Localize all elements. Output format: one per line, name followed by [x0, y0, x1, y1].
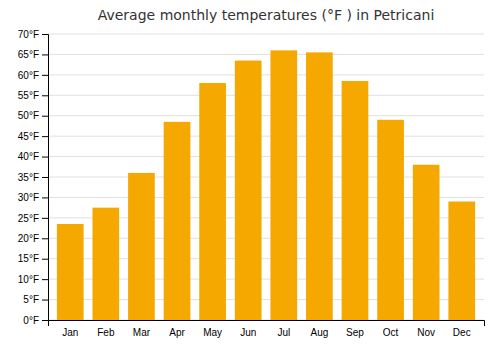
bar [342, 81, 369, 320]
bar [413, 165, 440, 320]
x-tick-label: May [203, 327, 222, 338]
y-tick: 60°F [18, 70, 48, 81]
y-tick: 65°F [18, 49, 48, 60]
y-tick-mark [42, 75, 48, 76]
grid-line [48, 74, 484, 75]
y-tick: 40°F [18, 151, 48, 162]
y-tick-label: 30°F [18, 192, 39, 203]
x-tick: Dec [453, 327, 471, 338]
bar [448, 202, 475, 320]
x-tick: Mar [133, 327, 151, 338]
x-tick-label: Jul [277, 327, 290, 338]
y-tick-label: 15°F [18, 253, 39, 264]
bar [57, 224, 84, 320]
grid-line [48, 156, 484, 157]
y-tick-label: 60°F [18, 70, 39, 81]
x-tick: Jan [62, 327, 78, 338]
y-tick: 0°F [23, 315, 48, 326]
y-tick-label: 20°F [18, 233, 39, 244]
y-axis-line [42, 35, 49, 321]
x-tick-label: Dec [453, 327, 471, 338]
y-tick-mark [42, 279, 48, 280]
x-tick-label: Apr [169, 327, 185, 338]
x-tick: May [203, 327, 222, 338]
x-tick: Sep [346, 327, 364, 338]
x-axis-line [49, 321, 485, 327]
y-tick: 70°F [18, 29, 48, 40]
x-tick: Nov [417, 327, 435, 338]
y-tick-label: 25°F [18, 213, 39, 224]
y-tick-mark [42, 34, 48, 35]
x-tick-label: Nov [417, 327, 435, 338]
y-tick: 55°F [18, 90, 48, 101]
y-tick: 15°F [18, 253, 48, 264]
grid-line [48, 136, 484, 137]
grid-line [48, 115, 484, 116]
x-tick-label: Feb [97, 327, 115, 338]
y-tick: 20°F [18, 233, 48, 244]
y-tick: 5°F [23, 294, 48, 305]
y-tick: 50°F [18, 110, 48, 121]
x-tick: Aug [310, 327, 328, 338]
y-tick-label: 5°F [23, 294, 39, 305]
y-axis: 0°F 5°F 10°F 15°F 20°F 25°F 30°F 35°F 40°F 45°F 50… [18, 29, 49, 326]
bar [128, 173, 155, 320]
x-tick: Jun [240, 327, 256, 338]
y-tick-mark [42, 136, 48, 137]
y-tick: 25°F [18, 213, 48, 224]
bar [270, 50, 297, 320]
y-tick-label: 45°F [18, 131, 39, 142]
y-tick: 10°F [18, 274, 48, 285]
bar [235, 61, 262, 320]
x-tick-label: Mar [133, 327, 151, 338]
y-tick-mark [42, 238, 48, 239]
y-tick-mark [42, 259, 48, 260]
y-tick-mark [42, 197, 48, 198]
y-tick-mark [42, 116, 48, 117]
chart: 0°F 5°F 10°F 15°F 20°F 25°F 30°F 35°F 40°F 45°F 50… [0, 0, 500, 350]
y-tick-mark [42, 54, 48, 55]
y-tick-label: 0°F [23, 315, 39, 326]
y-tick-mark [42, 300, 48, 301]
y-tick: 45°F [18, 131, 48, 142]
y-tick-mark [42, 218, 48, 219]
y-tick-label: 50°F [18, 110, 39, 121]
y-tick-label: 40°F [18, 151, 39, 162]
bar [199, 83, 226, 320]
y-tick: 35°F [18, 172, 48, 183]
y-tick-label: 65°F [18, 49, 39, 60]
bar [164, 122, 191, 320]
y-tick-mark [42, 157, 48, 158]
bars [57, 50, 475, 320]
x-tick-label: Aug [310, 327, 328, 338]
title: Average monthly temperatures (°F ) in Pe… [98, 7, 435, 23]
y-tick-label: 70°F [18, 29, 39, 40]
bar [92, 208, 119, 320]
y-tick-label: 10°F [18, 274, 39, 285]
grid [48, 34, 484, 320]
y-tick-mark [42, 320, 48, 321]
x-axis: Jan Feb Mar Apr May Jun Jul Aug Sep Oct Nov Dec [49, 321, 485, 339]
x-tick: Jul [277, 327, 290, 338]
x-tick-label: Oct [383, 327, 399, 338]
x-tick: Oct [383, 327, 399, 338]
grid-line [48, 95, 484, 96]
x-tick-label: Jan [62, 327, 78, 338]
x-tick: Feb [97, 327, 115, 338]
grid-line [48, 54, 484, 55]
y-tick-mark [42, 95, 48, 96]
x-tick-label: Jun [240, 327, 256, 338]
x-tick-label: Sep [346, 327, 364, 338]
y-tick-label: 35°F [18, 172, 39, 183]
bar [377, 120, 404, 320]
bar [306, 52, 333, 320]
y-tick-mark [42, 177, 48, 178]
plot: 0°F 5°F 10°F 15°F 20°F 25°F 30°F 35°F 40°F 45°F 50… [18, 29, 485, 338]
y-tick-label: 55°F [18, 90, 39, 101]
y-tick: 30°F [18, 192, 48, 203]
grid-line [48, 34, 484, 35]
x-tick: Apr [169, 327, 185, 338]
